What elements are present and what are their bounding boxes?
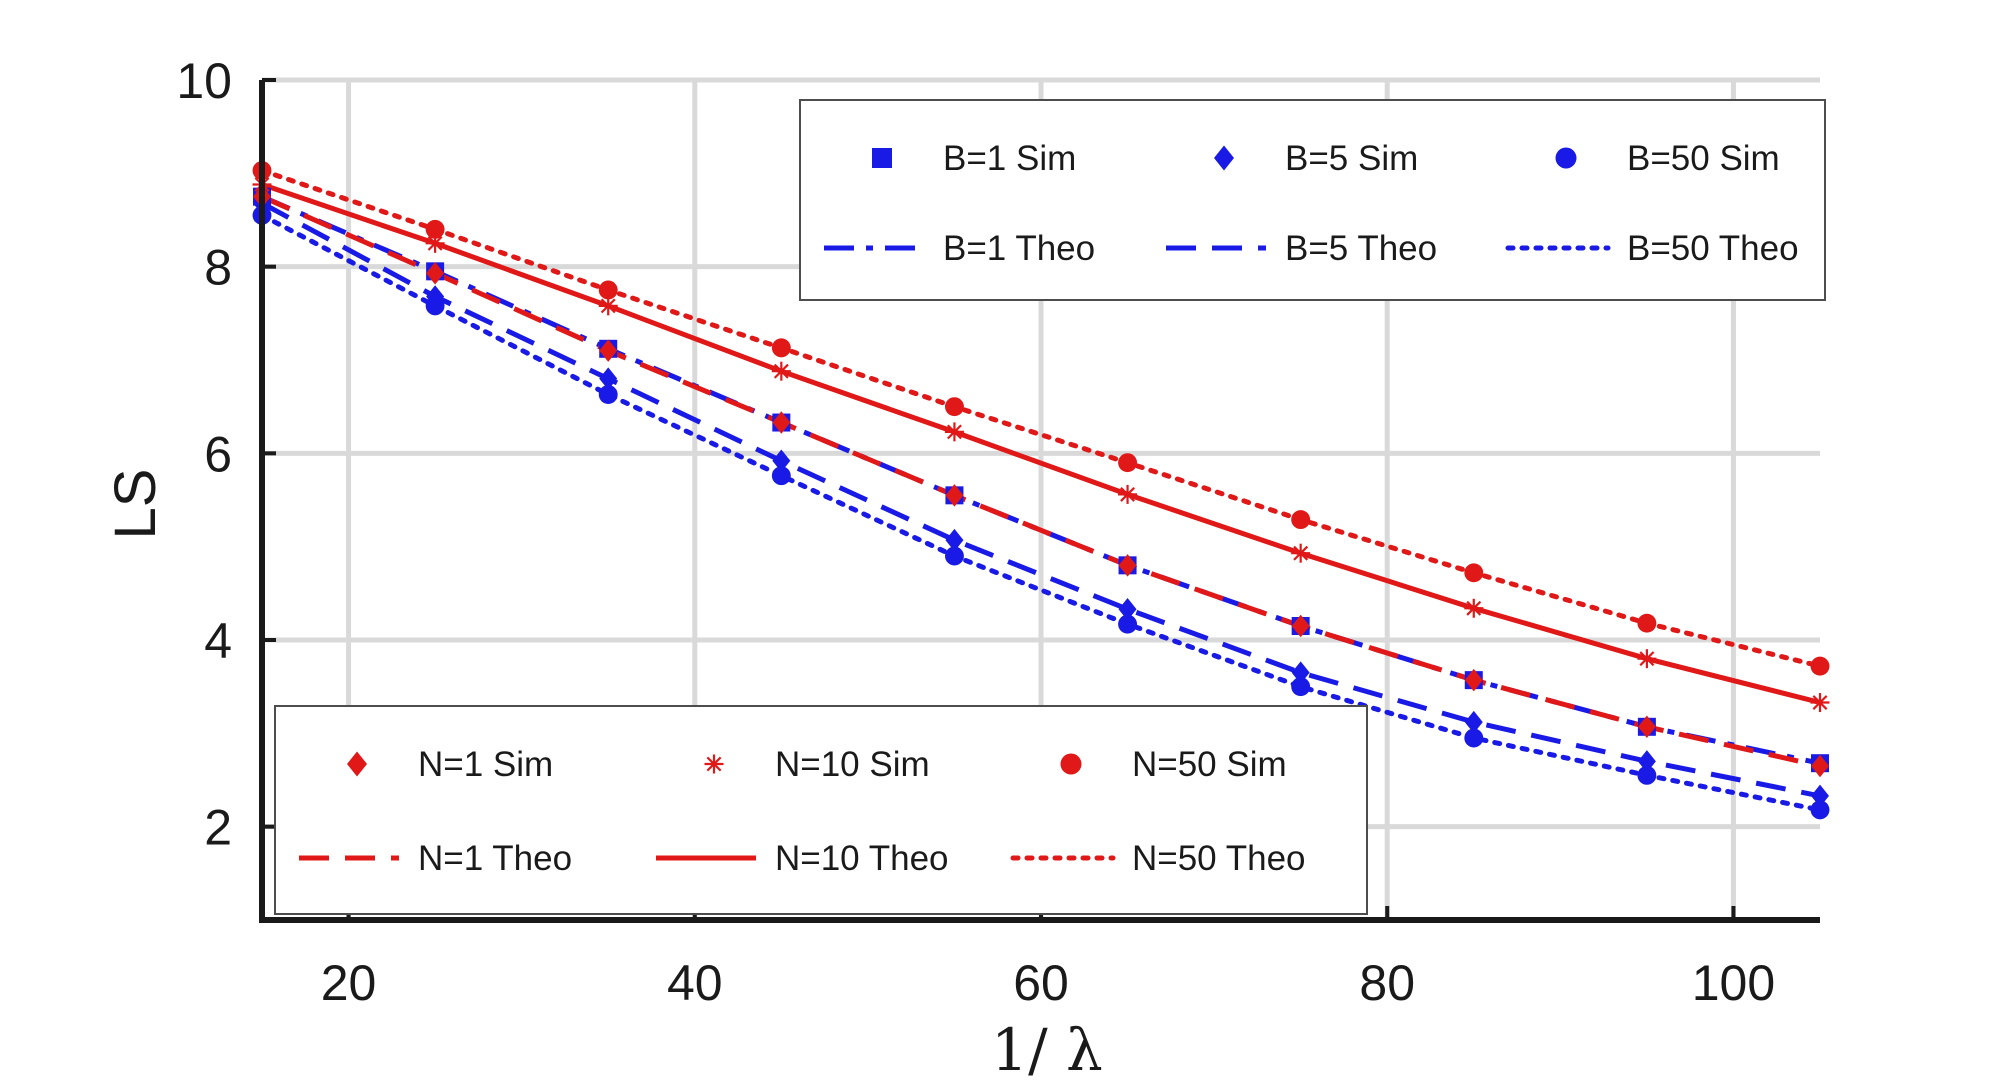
point-n-10-sim-105 [1810,693,1830,713]
legend-n-parameter: N=1 Sim N=10 Sim N=50 Sim N=1 Theo N=10 Theo… [274,705,1368,915]
point-n-1-sim-75 [1291,614,1310,638]
legend-box [799,99,1826,301]
series-line-n-1-theo [260,194,1821,769]
legend-label-b-50-theo: B=50 Theo [1627,229,1799,268]
point-b-50-sim-55 [944,546,964,566]
legends: B=1 Sim B=5 Sim B=50 Sim B=1 Theo B=5 Theo B=… [274,99,1826,915]
legend-swatch-n-10-sim [704,754,724,774]
x-tick-label-60: 60 [1013,955,1069,1011]
point-n-1-sim-25 [426,261,445,285]
point-n-1-sim-85 [1464,668,1483,692]
series-markers [252,161,1830,820]
point-n-50-sim-45 [771,338,791,358]
point-n-1-sim-55 [945,484,964,507]
legend-label-n-10-sim: N=10 Sim [775,745,930,784]
point-b-5-sim-105 [1811,784,1829,808]
point-b-50-sim-105 [1810,800,1830,820]
y-tick-label-4: 4 [204,613,232,669]
point-n-1-sim-45 [772,411,791,434]
y-tick-label-10: 10 [176,53,232,109]
point-b-5-sim-35 [599,367,618,390]
point-n-50-sim-95 [1637,613,1657,633]
legend-label-b-1-sim: B=1 Sim [943,139,1076,178]
point-n-50-sim-85 [1464,563,1484,583]
series-line-b-50-theo [259,212,1823,813]
point-n-1-sim-35 [599,339,618,362]
point-b-5-sim-65 [1118,597,1137,621]
legend-swatch-n-1-sim [347,751,367,777]
legend-label-n-1-sim: N=1 Sim [418,745,553,784]
point-n-50-sim-65 [1118,453,1138,473]
legend-label-b-1-theo: B=1 Theo [943,229,1095,268]
legend-label-n-50-sim: N=50 Sim [1132,745,1287,784]
x-tick-label-40: 40 [667,955,723,1011]
point-n-50-sim-105 [1810,656,1830,676]
point-b-50-sim-65 [1118,614,1138,634]
point-b-5-sim-45 [772,449,791,473]
series-line-n-10-theo [261,182,1821,705]
point-b-50-sim-35 [598,385,618,404]
legend-label-b-50-sim: B=50 Sim [1627,139,1780,178]
axes [259,78,1820,923]
point-b-50-sim-45 [771,466,791,486]
legend-box [274,705,1368,915]
series-line-b-5-theo [260,200,1821,799]
y-axis-title: LS [103,469,168,540]
series-lines [259,168,1823,813]
point-b-5-sim-75 [1291,661,1310,684]
point-b-50-sim-25 [425,296,445,316]
legend-label-n-1-theo: N=1 Theo [418,839,572,878]
x-tick-label-100: 100 [1692,955,1775,1011]
y-tick-label-6: 6 [204,426,232,482]
legend-swatch-b-5-sim [1214,145,1234,171]
point-n-50-sim-75 [1291,510,1311,530]
legend-label-n-50-theo: N=50 Theo [1132,839,1306,878]
legend-swatch-b-1-sim [872,148,892,168]
point-b-50-sim-85 [1464,728,1484,748]
point-b-5-sim-55 [945,528,964,552]
point-n-1-sim-65 [1118,554,1137,577]
x-axis-title: 1/ λ [991,1016,1103,1081]
point-b-50-sim-75 [1291,677,1311,697]
point-b-5-sim-95 [1637,750,1656,773]
point-n-1-sim-105 [1811,754,1829,778]
legend-label-b-5-theo: B=5 Theo [1285,229,1437,268]
point-n-10-sim-85 [1464,598,1484,618]
point-n-1-sim-95 [1637,715,1656,739]
point-n-10-sim-75 [1291,543,1311,563]
legend-b-parameter: B=1 Sim B=5 Sim B=50 Sim B=1 Theo B=5 Theo B=… [799,99,1826,301]
point-n-10-sim-95 [1637,649,1657,669]
point-b-5-sim-85 [1464,710,1483,734]
point-n-10-sim-45 [771,361,791,381]
legend-swatch-b-50-sim [1555,147,1577,169]
point-n-10-sim-55 [944,422,964,442]
y-tick-label-8: 8 [204,240,232,296]
legend-label-b-5-sim: B=5 Sim [1285,139,1418,178]
point-n-10-sim-65 [1118,484,1138,504]
x-tick-label-20: 20 [321,955,377,1011]
point-n-50-sim-55 [944,397,964,417]
point-n-10-sim-35 [598,296,618,316]
point-n-50-sim-35 [598,280,618,300]
legend-label-n-10-theo: N=10 Theo [775,839,949,878]
y-tick-label-2: 2 [204,800,232,856]
x-tick-label-80: 80 [1359,955,1415,1011]
legend-swatch-n-50-sim [1060,753,1082,775]
point-n-50-sim-25 [425,219,445,239]
point-b-50-sim-95 [1637,765,1657,785]
tick-labels: 20 40 60 80 100 2 4 6 8 10 [176,53,1775,1011]
